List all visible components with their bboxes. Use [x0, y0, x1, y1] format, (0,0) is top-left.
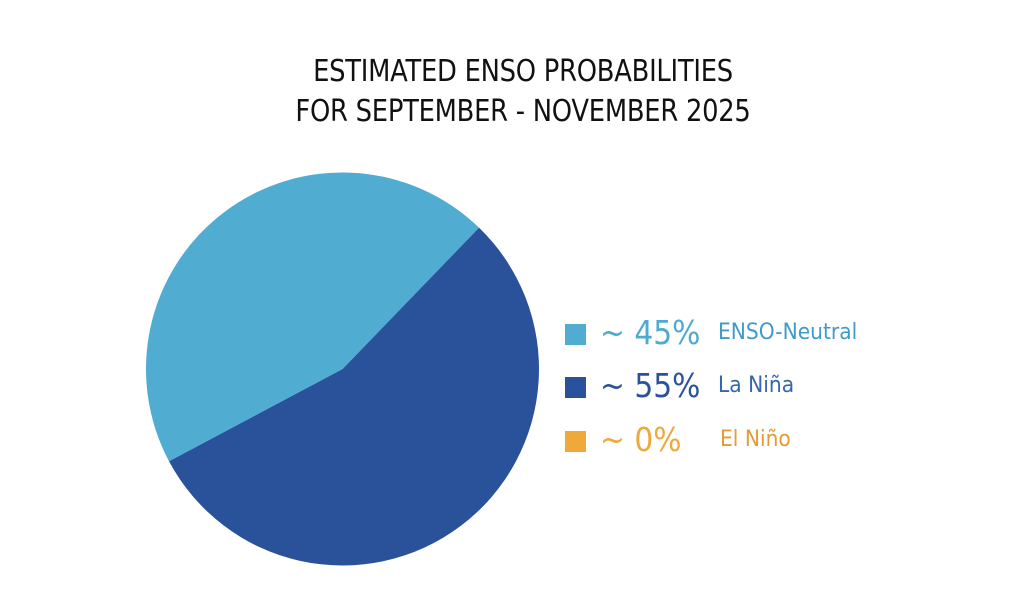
legend-item-el-nino: ~ 0% El Niño: [565, 420, 791, 461]
pie-slice-enso-neutral: [145, 172, 480, 462]
legend-percent-la-nina: ~ 55%: [600, 366, 701, 405]
legend-item-enso-neutral: ~ 45% ENSO-Neutral: [565, 313, 857, 354]
legend-swatch-la-nina: [565, 376, 586, 398]
legend-percent-el-nino: ~ 0%: [600, 420, 682, 459]
legend-item-la-nina: ~ 55% La Niña: [565, 366, 794, 407]
pie-slices: [145, 172, 539, 566]
legend-swatch-enso-neutral: [565, 323, 586, 345]
legend-swatch-el-nino: [565, 430, 586, 452]
chart-title-line-1: ESTIMATED ENSO PROBABILITIES: [313, 54, 733, 89]
chart-title-line-2: FOR SEPTEMBER - NOVEMBER 2025: [295, 94, 751, 129]
chart-title: ESTIMATED ENSO PROBABILITIES FOR SEPTEMB…: [73, 52, 973, 132]
legend-label-el-nino: El Niño: [720, 427, 791, 452]
legend-label-enso-neutral: ENSO-Neutral: [718, 320, 858, 345]
pie-slice-la-nina: [169, 227, 539, 566]
legend-label-la-nina: La Niña: [718, 373, 795, 398]
legend-percent-enso-neutral: ~ 45%: [600, 313, 701, 352]
